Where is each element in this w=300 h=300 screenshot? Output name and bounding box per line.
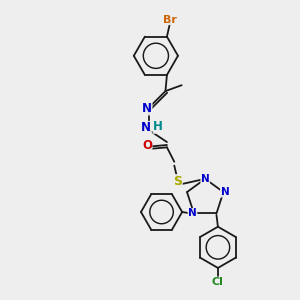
Text: S: S — [173, 175, 182, 188]
Text: Br: Br — [163, 15, 177, 25]
Text: N: N — [142, 102, 152, 115]
Text: H: H — [153, 120, 163, 133]
Text: N: N — [201, 173, 210, 184]
Text: O: O — [142, 140, 152, 152]
Text: Cl: Cl — [212, 277, 224, 287]
Text: N: N — [220, 187, 229, 197]
Text: N: N — [188, 208, 197, 218]
Text: N: N — [141, 122, 151, 134]
